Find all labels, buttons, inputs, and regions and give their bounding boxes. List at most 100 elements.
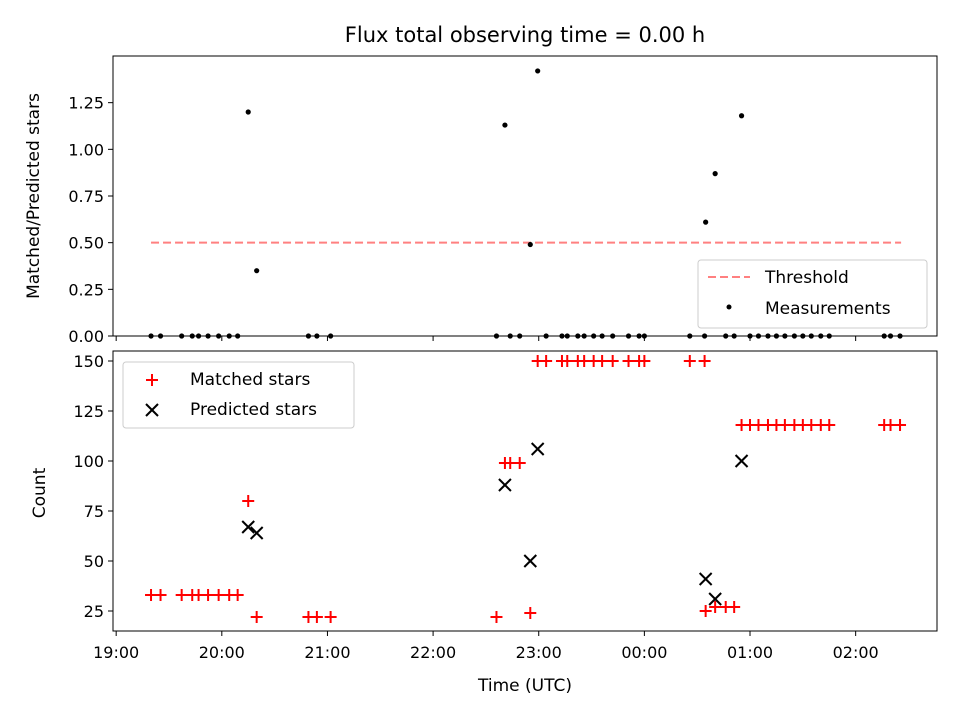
matched-star-point bbox=[175, 589, 188, 601]
matched-star-point bbox=[212, 589, 225, 601]
y-tick-label: 0.50 bbox=[68, 234, 104, 253]
x-tick-label: 22:00 bbox=[410, 643, 456, 662]
measurement-point bbox=[636, 333, 642, 339]
legend-matched-swatch bbox=[146, 374, 158, 386]
matched-star-point bbox=[250, 611, 263, 623]
bottom-legend-box bbox=[122, 361, 355, 429]
matched-star-point bbox=[823, 419, 836, 431]
top-legend-box bbox=[697, 259, 928, 329]
measurement-point bbox=[575, 333, 581, 339]
measurement-point bbox=[235, 333, 241, 339]
matched-star-point bbox=[310, 611, 323, 623]
measurement-point bbox=[226, 333, 232, 339]
x-tick-label: 01:00 bbox=[727, 643, 773, 662]
bottom-legend: Matched stars Predicted stars bbox=[122, 361, 355, 429]
y-tick-label: 150 bbox=[73, 352, 104, 371]
measurement-point bbox=[701, 333, 708, 339]
bottom-axes-frame bbox=[112, 350, 938, 632]
y-tick-label: 125 bbox=[73, 402, 104, 421]
bottom-x-ticks: 19:00 20:00 21:00 22:00 23:00 00:00 01:00 02:00 bbox=[93, 631, 879, 662]
measurement-point bbox=[731, 333, 737, 339]
matched-star-point bbox=[202, 589, 215, 601]
predicted-star-point bbox=[698, 572, 713, 586]
matched-star-point bbox=[524, 607, 537, 619]
measurement-point bbox=[687, 333, 693, 339]
matched-star-point bbox=[699, 605, 712, 617]
legend-predicted-swatch bbox=[145, 403, 159, 417]
matched-star-point bbox=[513, 457, 526, 469]
measurement-point bbox=[328, 333, 334, 339]
matched-star-point bbox=[622, 355, 635, 367]
measurement-point bbox=[723, 333, 729, 339]
x-tick-label: 19:00 bbox=[93, 643, 139, 662]
measurement-point bbox=[189, 333, 195, 339]
measurement-point bbox=[818, 333, 824, 339]
measurement-point bbox=[881, 333, 887, 339]
top-plot-marks bbox=[148, 68, 903, 339]
y-tick-label: 1.00 bbox=[68, 140, 104, 159]
measurement-point bbox=[216, 333, 222, 339]
predicted-star-point bbox=[241, 520, 255, 534]
predicted-star-point bbox=[734, 454, 749, 468]
measurement-point bbox=[765, 333, 771, 339]
matched-star-point bbox=[540, 355, 553, 367]
predicted-star-point bbox=[249, 526, 264, 540]
x-axis-label: Time (UTC) bbox=[477, 676, 572, 696]
legend-threshold-label: Threshold bbox=[764, 268, 849, 288]
top-legend: Threshold Measurements bbox=[697, 259, 928, 329]
y-tick-label: 75 bbox=[84, 502, 104, 521]
measurement-point bbox=[791, 333, 797, 339]
measurement-point bbox=[527, 241, 533, 248]
measurement-point bbox=[747, 333, 753, 339]
measurement-point bbox=[581, 333, 587, 339]
measurement-point bbox=[826, 333, 832, 339]
matched-star-point bbox=[324, 611, 337, 623]
y-tick-label: 0.00 bbox=[68, 327, 104, 346]
matched-star-point bbox=[894, 419, 907, 431]
matched-star-point bbox=[638, 355, 651, 367]
x-tick-label: 20:00 bbox=[199, 643, 245, 662]
legend-predicted-label: Predicted stars bbox=[190, 400, 317, 420]
matched-star-point bbox=[606, 355, 619, 367]
y-tick-label: 50 bbox=[84, 552, 104, 571]
bottom-y-axis-label: Count bbox=[30, 467, 50, 518]
measurement-point bbox=[591, 333, 597, 339]
measurement-point bbox=[703, 219, 709, 225]
x-tick-label: 21:00 bbox=[304, 643, 350, 662]
legend-matched-label: Matched stars bbox=[190, 370, 310, 390]
measurement-point bbox=[625, 333, 632, 339]
predicted-star-point bbox=[498, 478, 512, 492]
measurement-point bbox=[610, 333, 616, 339]
measurement-point bbox=[502, 122, 508, 128]
measurement-point bbox=[782, 333, 788, 339]
y-tick-label: 0.25 bbox=[68, 280, 104, 299]
measurement-point bbox=[205, 333, 211, 339]
measurement-point bbox=[493, 333, 500, 339]
measurement-point bbox=[507, 333, 513, 339]
measurement-point bbox=[564, 333, 570, 339]
x-tick-label: 23:00 bbox=[516, 643, 562, 662]
x-tick-label: 00:00 bbox=[621, 643, 667, 662]
matched-star-point bbox=[242, 495, 255, 507]
measurement-point bbox=[179, 333, 185, 339]
measurement-point bbox=[517, 333, 523, 339]
legend-measurements-label: Measurements bbox=[765, 299, 891, 319]
measurement-point bbox=[559, 333, 565, 339]
predicted-star-point bbox=[523, 554, 537, 568]
measurement-point bbox=[543, 333, 549, 339]
top-y-ticks: 0.00 0.25 0.50 0.75 1.00 1.25 bbox=[68, 94, 113, 346]
matched-star-point bbox=[490, 611, 503, 623]
matched-star-point bbox=[709, 601, 722, 613]
top-y-axis-label: Matched/Predicted stars bbox=[24, 93, 44, 299]
measurement-point bbox=[773, 333, 780, 339]
measurement-point bbox=[887, 333, 894, 339]
matched-star-point bbox=[561, 355, 574, 367]
matched-star-point bbox=[698, 355, 711, 367]
bottom-plot-marks bbox=[145, 355, 907, 623]
matched-star-point bbox=[683, 355, 696, 367]
predicted-star-point bbox=[708, 592, 722, 606]
measurement-point bbox=[808, 333, 814, 339]
measurement-point bbox=[195, 333, 202, 339]
y-tick-label: 0.75 bbox=[68, 187, 104, 206]
measurement-point bbox=[755, 333, 762, 339]
